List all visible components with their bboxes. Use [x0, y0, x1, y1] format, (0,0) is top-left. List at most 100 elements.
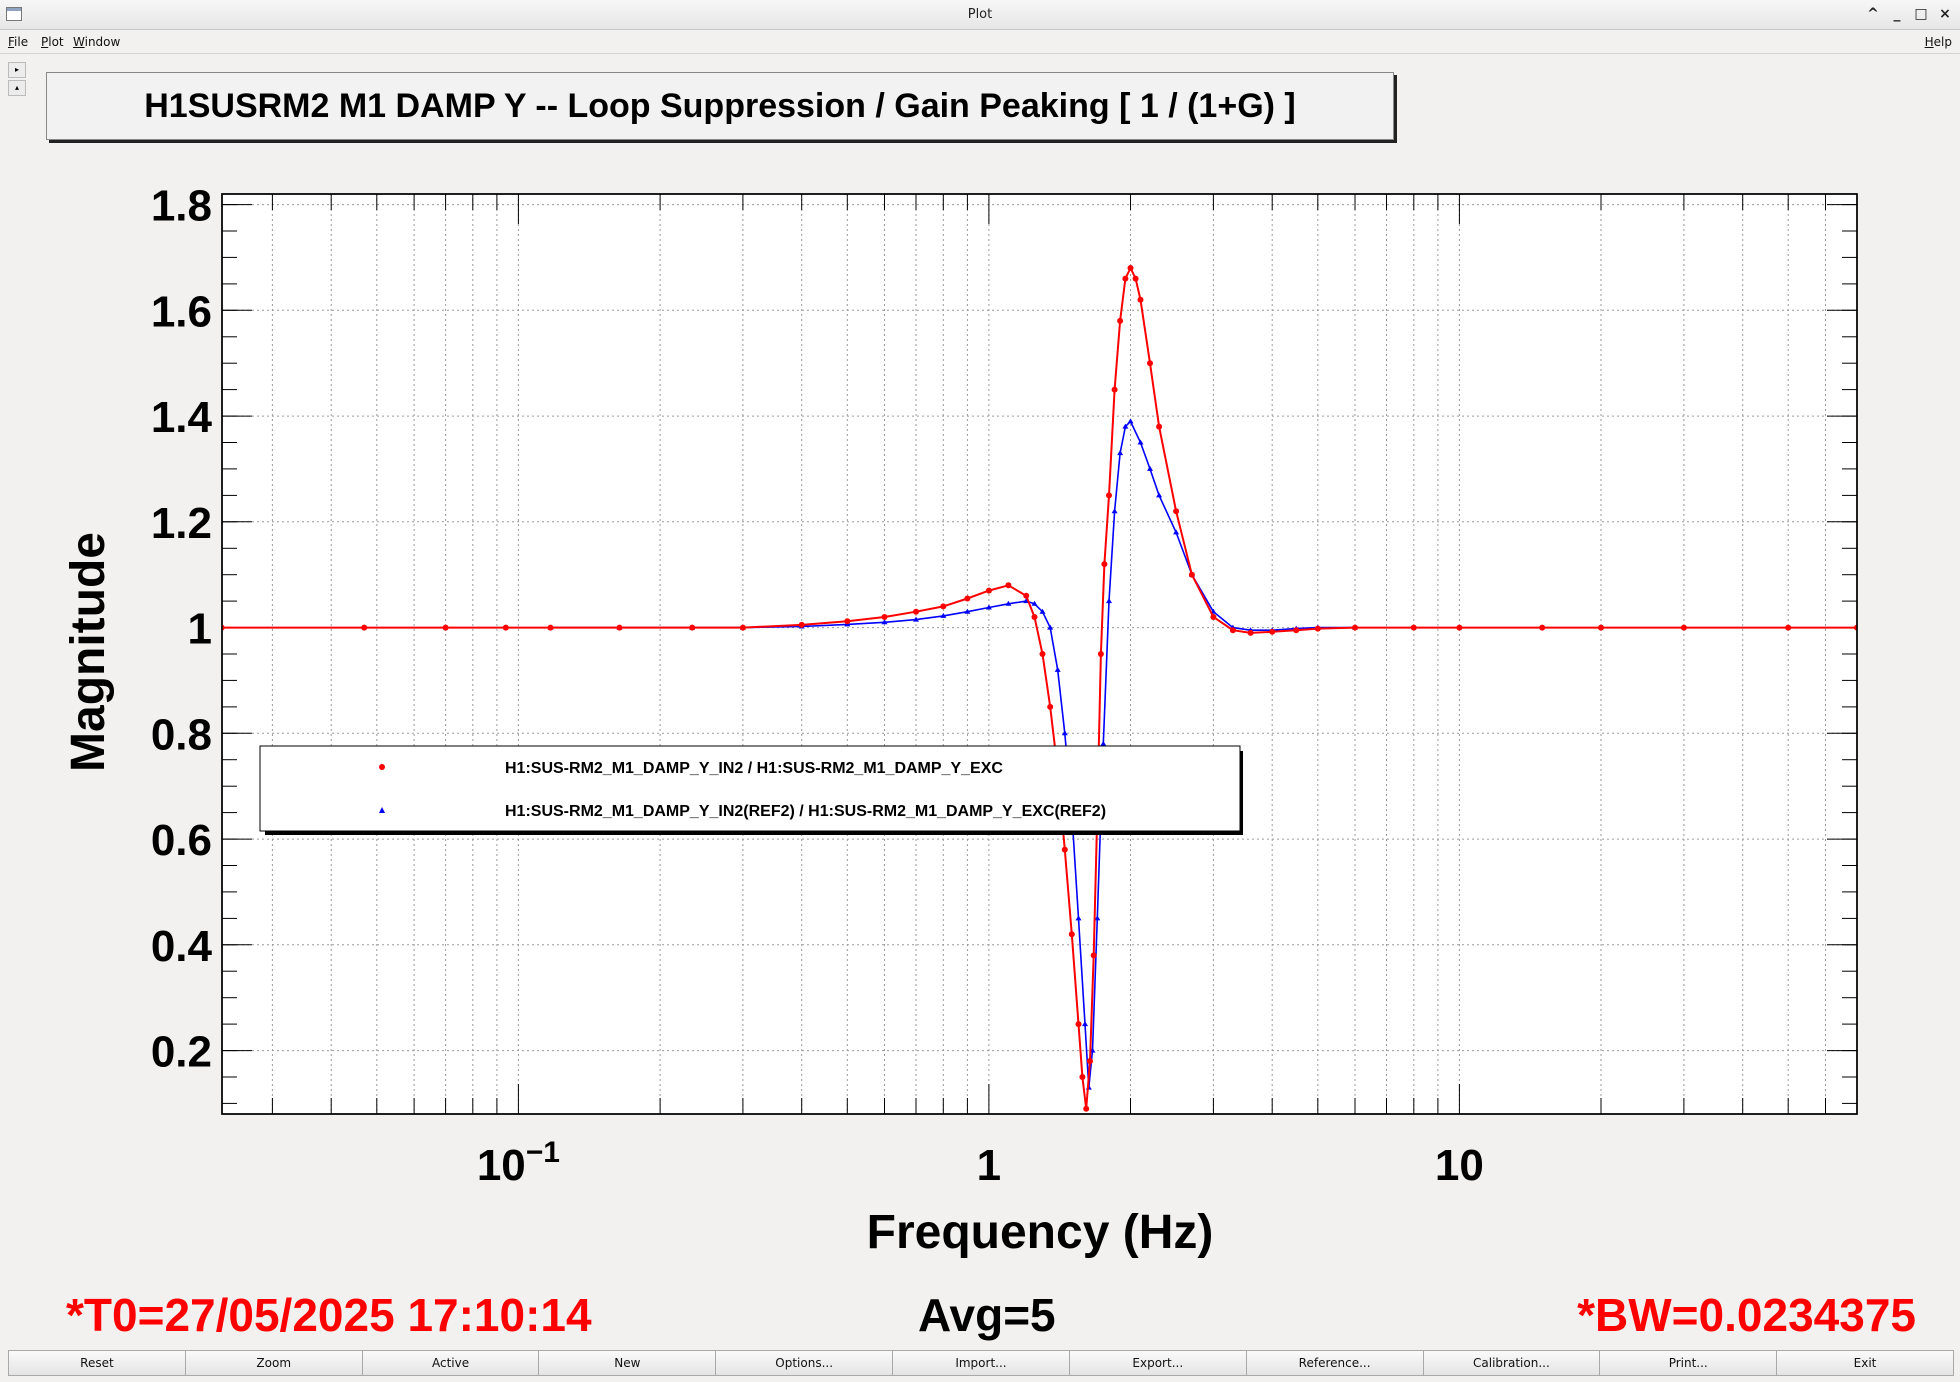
data-point-blue	[1047, 624, 1054, 630]
x-tick-label: 1	[977, 1141, 1001, 1190]
data-point-red	[1132, 275, 1139, 282]
options-button[interactable]: Options...	[715, 1350, 893, 1376]
data-point-red	[1410, 624, 1417, 631]
data-point-red	[1090, 952, 1097, 959]
data-point-red	[1352, 624, 1358, 631]
data-point-blue	[1100, 740, 1107, 746]
side-strip: ▸ ▴	[8, 62, 26, 98]
y-tick-label: 0.2	[151, 1028, 212, 1077]
data-point-red	[1097, 651, 1104, 657]
legend-marker-blue	[379, 807, 385, 813]
data-point-blue	[1106, 598, 1112, 604]
data-point-red	[798, 621, 805, 628]
data-point-red	[1539, 624, 1546, 631]
reset-button[interactable]: Reset	[8, 1350, 185, 1376]
expand-right-icon[interactable]: ▸	[8, 62, 26, 78]
legend-label-blue: H1:SUS-RM2_M1_DAMP_Y_IN2(REF2) / H1:SUS-…	[505, 803, 1106, 820]
new-button[interactable]: New	[538, 1350, 716, 1376]
reference-button[interactable]: Reference...	[1245, 1350, 1423, 1376]
data-point-red	[616, 624, 623, 631]
data-point-blue	[1005, 600, 1012, 606]
export-button[interactable]: Export...	[1068, 1350, 1246, 1376]
app-icon	[6, 7, 22, 21]
data-point-red	[1188, 571, 1195, 578]
data-point-red	[1117, 317, 1124, 324]
data-point-red	[913, 608, 919, 615]
data-point-red	[940, 603, 947, 610]
data-point-red	[1156, 423, 1163, 430]
menu-bar: File Plot Window Help	[0, 30, 1960, 54]
data-point-blue	[1122, 423, 1129, 429]
data-point-blue	[1156, 492, 1163, 498]
data-point-red	[1087, 1058, 1093, 1065]
calibration-button[interactable]: Calibration...	[1422, 1350, 1600, 1376]
import-button[interactable]: Import...	[892, 1350, 1069, 1376]
data-point-red	[1079, 1074, 1086, 1080]
avg-label: Avg=5	[918, 1289, 1056, 1341]
data-point-blue	[940, 612, 947, 618]
data-point-blue	[964, 608, 971, 614]
y-tick-label: 1.6	[151, 287, 212, 336]
window-maximize-button[interactable]: □	[1914, 6, 1928, 22]
data-point-blue	[1031, 600, 1038, 606]
magnitude-chart[interactable]: 0.2 0.4 0.6 0.8 1 1.2 1.4 1.6 1.8 10−1 1 10 Freque…	[0, 0, 1960, 1290]
active-button[interactable]: Active	[361, 1350, 539, 1376]
plot-frame-border	[221, 193, 1858, 1115]
series-layer	[222, 265, 1857, 1112]
data-point-blue	[1054, 666, 1061, 672]
data-point-red	[547, 624, 554, 631]
window-minimize-button[interactable]: _	[1893, 6, 1901, 22]
data-point-blue	[881, 619, 888, 625]
data-point-blue	[1082, 1021, 1088, 1027]
window-title: Plot	[967, 7, 993, 22]
data-point-blue	[913, 616, 919, 622]
y-axis-label: Magnitude	[62, 532, 115, 772]
window-close-button[interactable]: ×	[1939, 6, 1951, 22]
menu-window[interactable]: Window	[73, 35, 121, 49]
window-shade-button[interactable]: ^	[1867, 6, 1879, 22]
data-point-red	[1106, 492, 1112, 499]
x-axis-label: Frequency (Hz)	[867, 1206, 1214, 1259]
data-point-red	[844, 618, 851, 625]
data-point-blue	[1075, 915, 1082, 921]
data-point-red	[1075, 1021, 1082, 1028]
menu-plot[interactable]: Plot	[41, 35, 64, 49]
zoom-button[interactable]: Zoom	[184, 1350, 362, 1376]
y-tick-labels: 0.2 0.4 0.6 0.8 1 1.2 1.4 1.6 1.8	[151, 182, 213, 1077]
data-point-red	[1127, 265, 1134, 271]
y-tick-label: 1.4	[151, 393, 213, 442]
exit-button[interactable]: Exit	[1776, 1350, 1954, 1376]
bw-label: *BW=0.0234375	[1577, 1289, 1916, 1341]
y-tick-label: 1.2	[151, 499, 212, 548]
data-point-red	[1229, 627, 1236, 634]
collapse-up-icon[interactable]: ▴	[8, 80, 26, 96]
data-point-red	[1068, 931, 1075, 938]
data-point-blue	[1111, 508, 1118, 514]
menu-file[interactable]: File	[8, 35, 29, 49]
data-point-red	[1785, 624, 1792, 631]
grid	[222, 194, 1858, 1114]
data-point-red	[1147, 360, 1153, 367]
x-tick-label: 10	[1435, 1141, 1484, 1190]
print-button[interactable]: Print...	[1599, 1350, 1777, 1376]
y-tick-label: 0.4	[151, 922, 213, 971]
data-point-red	[1210, 614, 1217, 620]
x-tick-label: 10−1	[477, 1136, 560, 1190]
legend-label-red: H1:SUS-RM2_M1_DAMP_Y_IN2 / H1:SUS-RM2_M1…	[505, 760, 1003, 777]
y-tick-label: 0.6	[151, 816, 212, 865]
data-point-red	[361, 624, 368, 631]
data-point-blue	[1137, 439, 1144, 445]
menu-help[interactable]: Help	[1924, 35, 1952, 49]
data-point-red	[1680, 624, 1687, 631]
data-point-blue	[1039, 608, 1046, 614]
data-point-blue	[1117, 450, 1124, 456]
data-point-red	[1293, 627, 1300, 634]
data-point-red	[1083, 1105, 1090, 1112]
plot-title: H1SUSRM2 M1 DAMP Y -- Loop Suppression /…	[144, 87, 1296, 125]
data-point-red	[1122, 275, 1129, 282]
y-tick-label: 1.8	[151, 182, 212, 231]
series-line-red	[222, 265, 1857, 1109]
data-point-red	[1456, 624, 1463, 631]
data-point-red	[1005, 582, 1012, 589]
data-point-red	[689, 624, 696, 631]
